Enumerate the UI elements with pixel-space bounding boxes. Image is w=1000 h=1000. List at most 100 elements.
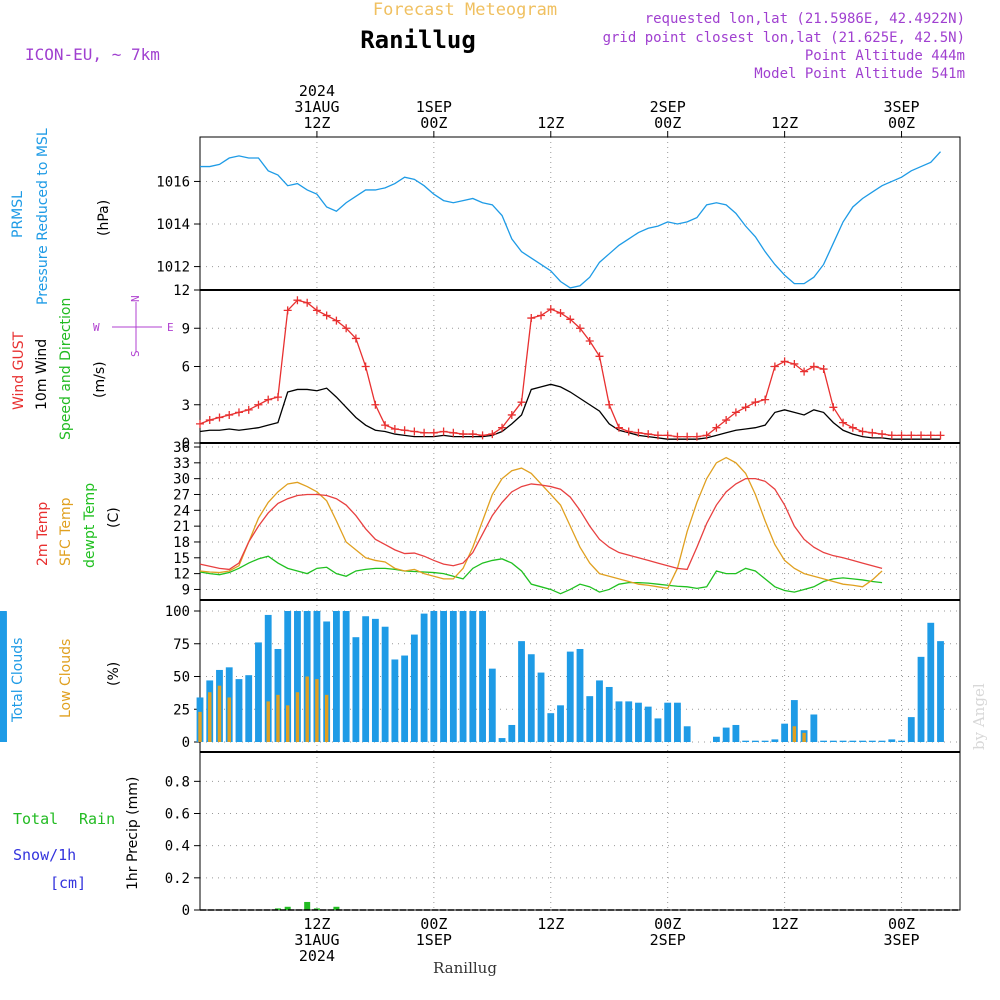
gust-point: [371, 400, 380, 409]
total-cloud-bar: [508, 724, 516, 742]
cloud-unit: (%): [106, 662, 122, 686]
y-tick-label: 0.4: [165, 839, 190, 855]
gust-point: [692, 432, 701, 441]
y-tick-label: 3: [182, 398, 190, 414]
low-cloud-bar: [198, 711, 202, 742]
panel-1: 1012 1014 1016: [156, 136, 961, 291]
gust-point: [205, 416, 214, 425]
gust-point: [273, 393, 282, 402]
low-cloud-bar: [227, 697, 231, 742]
gust-point: [303, 298, 312, 307]
gust-point: [439, 427, 448, 436]
total-cloud-bar: [352, 637, 360, 742]
gust-label: Wind GUST: [11, 331, 27, 410]
total-cloud-bar: [849, 740, 857, 742]
time-label-bottom: 2024: [299, 947, 335, 965]
gust-point: [614, 423, 623, 432]
requested-coords: requested lon,lat (21.5986E, 42.4922N): [645, 11, 965, 27]
total-cloud-bar: [566, 651, 574, 742]
total-cloud-bar: [917, 656, 925, 742]
model-altitude: Model Point Altitude 541m: [754, 66, 965, 82]
low-cloud-bar: [217, 685, 222, 742]
pressure-unit: (hPa): [96, 200, 112, 236]
gust-point: [839, 418, 848, 427]
temp-series-line: [199, 478, 883, 571]
total-cloud-bar: [751, 740, 759, 742]
gust-point: [907, 431, 916, 440]
low-cloud-bar: [285, 705, 290, 742]
total-cloud-bar: [449, 611, 457, 742]
total-cloud-bar: [333, 611, 340, 742]
total-cloud-bar: [527, 654, 535, 742]
grid-coords: grid point closest lon,lat (21.625E, 42.…: [603, 30, 965, 46]
svg-text:W: W: [93, 321, 100, 334]
panel-frame: [199, 751, 961, 911]
pressure-series-line: [200, 151, 941, 289]
gust-point: [517, 398, 526, 407]
gust-point: [351, 334, 360, 343]
gust-point: [498, 423, 507, 432]
gust-point: [254, 400, 263, 409]
gust-point: [790, 359, 799, 368]
time-label-top: 12Z: [303, 114, 330, 132]
total-cloud-bar: [859, 740, 866, 742]
total-cloud-bar: [294, 611, 301, 742]
total-cloud-bar: [722, 727, 730, 742]
total-cloud-bar: [615, 701, 623, 742]
total-cloud-bar: [605, 686, 613, 742]
total-clouds-label: Total Clouds: [10, 638, 26, 723]
total-cloud-bar: [518, 641, 525, 742]
gust-point: [507, 410, 516, 419]
snow-unit: [cm]: [50, 874, 86, 892]
total-cloud-bar: [479, 611, 486, 742]
gust-point: [595, 352, 604, 361]
gust-point: [887, 431, 896, 440]
gust-point: [196, 419, 204, 428]
total-cloud-bar: [810, 714, 818, 742]
footer-location: Ranillug: [433, 959, 497, 977]
total-cloud-bar: [488, 668, 496, 742]
time-label-top: 00Z: [420, 114, 447, 132]
total-cloud-bar: [420, 613, 428, 742]
total-cloud-bar: [371, 618, 379, 742]
gust-point: [702, 431, 711, 440]
gust-point: [751, 398, 760, 407]
pressure-desc-label: Pressure Reduced to MSL: [35, 128, 51, 305]
low-clouds-label: Low Clouds: [58, 639, 74, 718]
time-label-top: 12Z: [771, 114, 798, 132]
precip-bar: [284, 906, 291, 910]
total-cloud-bar: [674, 702, 681, 742]
y-tick-label: 24: [173, 503, 190, 519]
y-tick-label: 36: [173, 440, 190, 456]
time-label-bottom: 12Z: [537, 915, 564, 933]
total-cloud-bar: [868, 740, 876, 742]
gust-point: [449, 428, 458, 437]
time-label-bottom: 3SEP: [883, 931, 919, 949]
total-cloud-bar: [790, 700, 798, 742]
total-cloud-bar: [0, 611, 7, 742]
compass-icon: N W E S: [93, 295, 174, 357]
gust-point: [283, 306, 292, 315]
time-label-bottom: 12Z: [303, 915, 330, 933]
total-cloud-bar: [898, 740, 905, 742]
total-cloud-bar: [635, 702, 642, 742]
total-cloud-bar: [839, 740, 847, 742]
total-cloud-bar: [342, 611, 350, 742]
low-cloud-bar: [792, 726, 797, 742]
gust-point: [342, 324, 351, 333]
y-tick-label: 6: [182, 360, 190, 376]
rain-label: Rain: [79, 810, 115, 828]
total-cloud-bar: [742, 740, 750, 742]
total-cloud-bar: [410, 634, 418, 742]
gust-point: [653, 431, 662, 440]
gust-point: [234, 408, 243, 417]
total-cloud-bar: [820, 740, 827, 742]
gust-point: [429, 428, 438, 437]
gust-point: [673, 432, 682, 441]
gust-point: [488, 430, 497, 439]
time-label-bottom: 00Z: [888, 915, 915, 933]
time-label-top: 12Z: [537, 114, 564, 132]
total-cloud-bar: [430, 611, 438, 742]
dewpt-series-line: [199, 555, 883, 595]
